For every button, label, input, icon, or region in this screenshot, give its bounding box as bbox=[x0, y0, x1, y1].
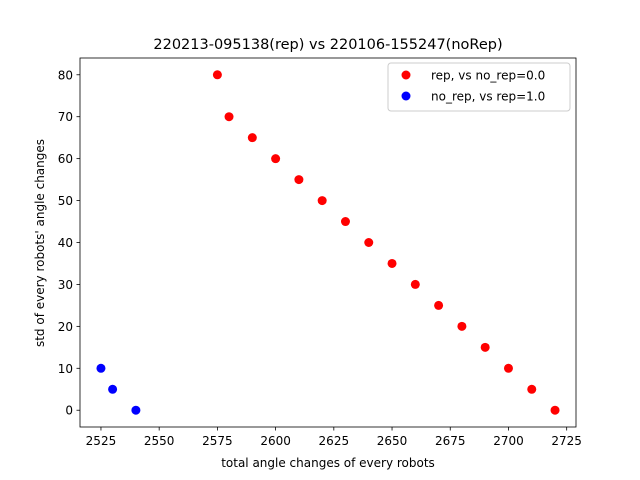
x-tick-label: 2525 bbox=[86, 434, 117, 448]
series-0-point bbox=[527, 384, 537, 394]
legend-marker bbox=[401, 70, 411, 80]
y-tick-label: 40 bbox=[58, 236, 73, 250]
series-1-point bbox=[131, 405, 141, 415]
x-tick-label: 2725 bbox=[551, 434, 582, 448]
legend-marker bbox=[401, 91, 411, 101]
y-tick-label: 60 bbox=[58, 152, 73, 166]
series-0-point bbox=[480, 342, 490, 352]
plot-area bbox=[80, 58, 576, 427]
series-0-point bbox=[247, 133, 257, 143]
plot-frame bbox=[79, 57, 577, 428]
series-0-point bbox=[457, 321, 467, 331]
legend-label: no_rep, vs rep=1.0 bbox=[431, 90, 545, 104]
series-0-point bbox=[317, 196, 327, 206]
y-tick-label: 80 bbox=[58, 68, 73, 82]
series-0-point bbox=[364, 238, 374, 247]
series-0-point bbox=[271, 154, 281, 164]
y-axis: 0 10 20 30 40 50 60 70 80 bbox=[58, 68, 80, 418]
series-0-point bbox=[387, 258, 397, 268]
series-0-point bbox=[224, 112, 234, 122]
y-axis-label: std of every robots' angle changes bbox=[33, 139, 47, 347]
x-tick-label: 2575 bbox=[202, 434, 233, 448]
series-0-point bbox=[340, 217, 350, 227]
y-tick-label: 0 bbox=[65, 404, 73, 418]
series-0-point bbox=[294, 175, 304, 185]
y-tick-label: 30 bbox=[58, 278, 73, 292]
x-tick-label: 2675 bbox=[435, 434, 466, 448]
y-tick-label: 10 bbox=[58, 362, 73, 376]
x-tick-label: 2600 bbox=[260, 434, 291, 448]
x-tick-label: 2625 bbox=[319, 434, 350, 448]
legend-box bbox=[387, 62, 571, 112]
data-points bbox=[96, 70, 560, 415]
x-axis: 2525 2550 2575 2600 2625 2650 2675 2700 2725 bbox=[86, 427, 582, 448]
x-axis-label: total angle changes of every robots bbox=[221, 456, 435, 470]
y-tick-label: 20 bbox=[58, 320, 73, 334]
series-1-point bbox=[96, 363, 106, 373]
chart-title: 220213-095138(rep) vs 220106-155247(noRe… bbox=[153, 37, 502, 53]
legend-label: rep, vs no_rep=0.0 bbox=[431, 69, 545, 83]
series-0-point bbox=[550, 405, 560, 415]
series-1-point bbox=[108, 384, 118, 394]
legend: rep, vs no_rep=0.0 no_rep, vs rep=1.0 bbox=[387, 62, 571, 112]
y-tick-label: 70 bbox=[58, 110, 73, 124]
y-tick-label: 50 bbox=[58, 194, 73, 208]
series-0-point bbox=[503, 363, 513, 373]
x-tick-label: 2650 bbox=[377, 434, 408, 448]
series-0-point bbox=[434, 300, 444, 310]
x-tick-label: 2550 bbox=[144, 434, 175, 448]
series-0-point bbox=[212, 70, 222, 80]
series-0-point bbox=[410, 279, 420, 289]
x-tick-label: 2700 bbox=[493, 434, 524, 448]
